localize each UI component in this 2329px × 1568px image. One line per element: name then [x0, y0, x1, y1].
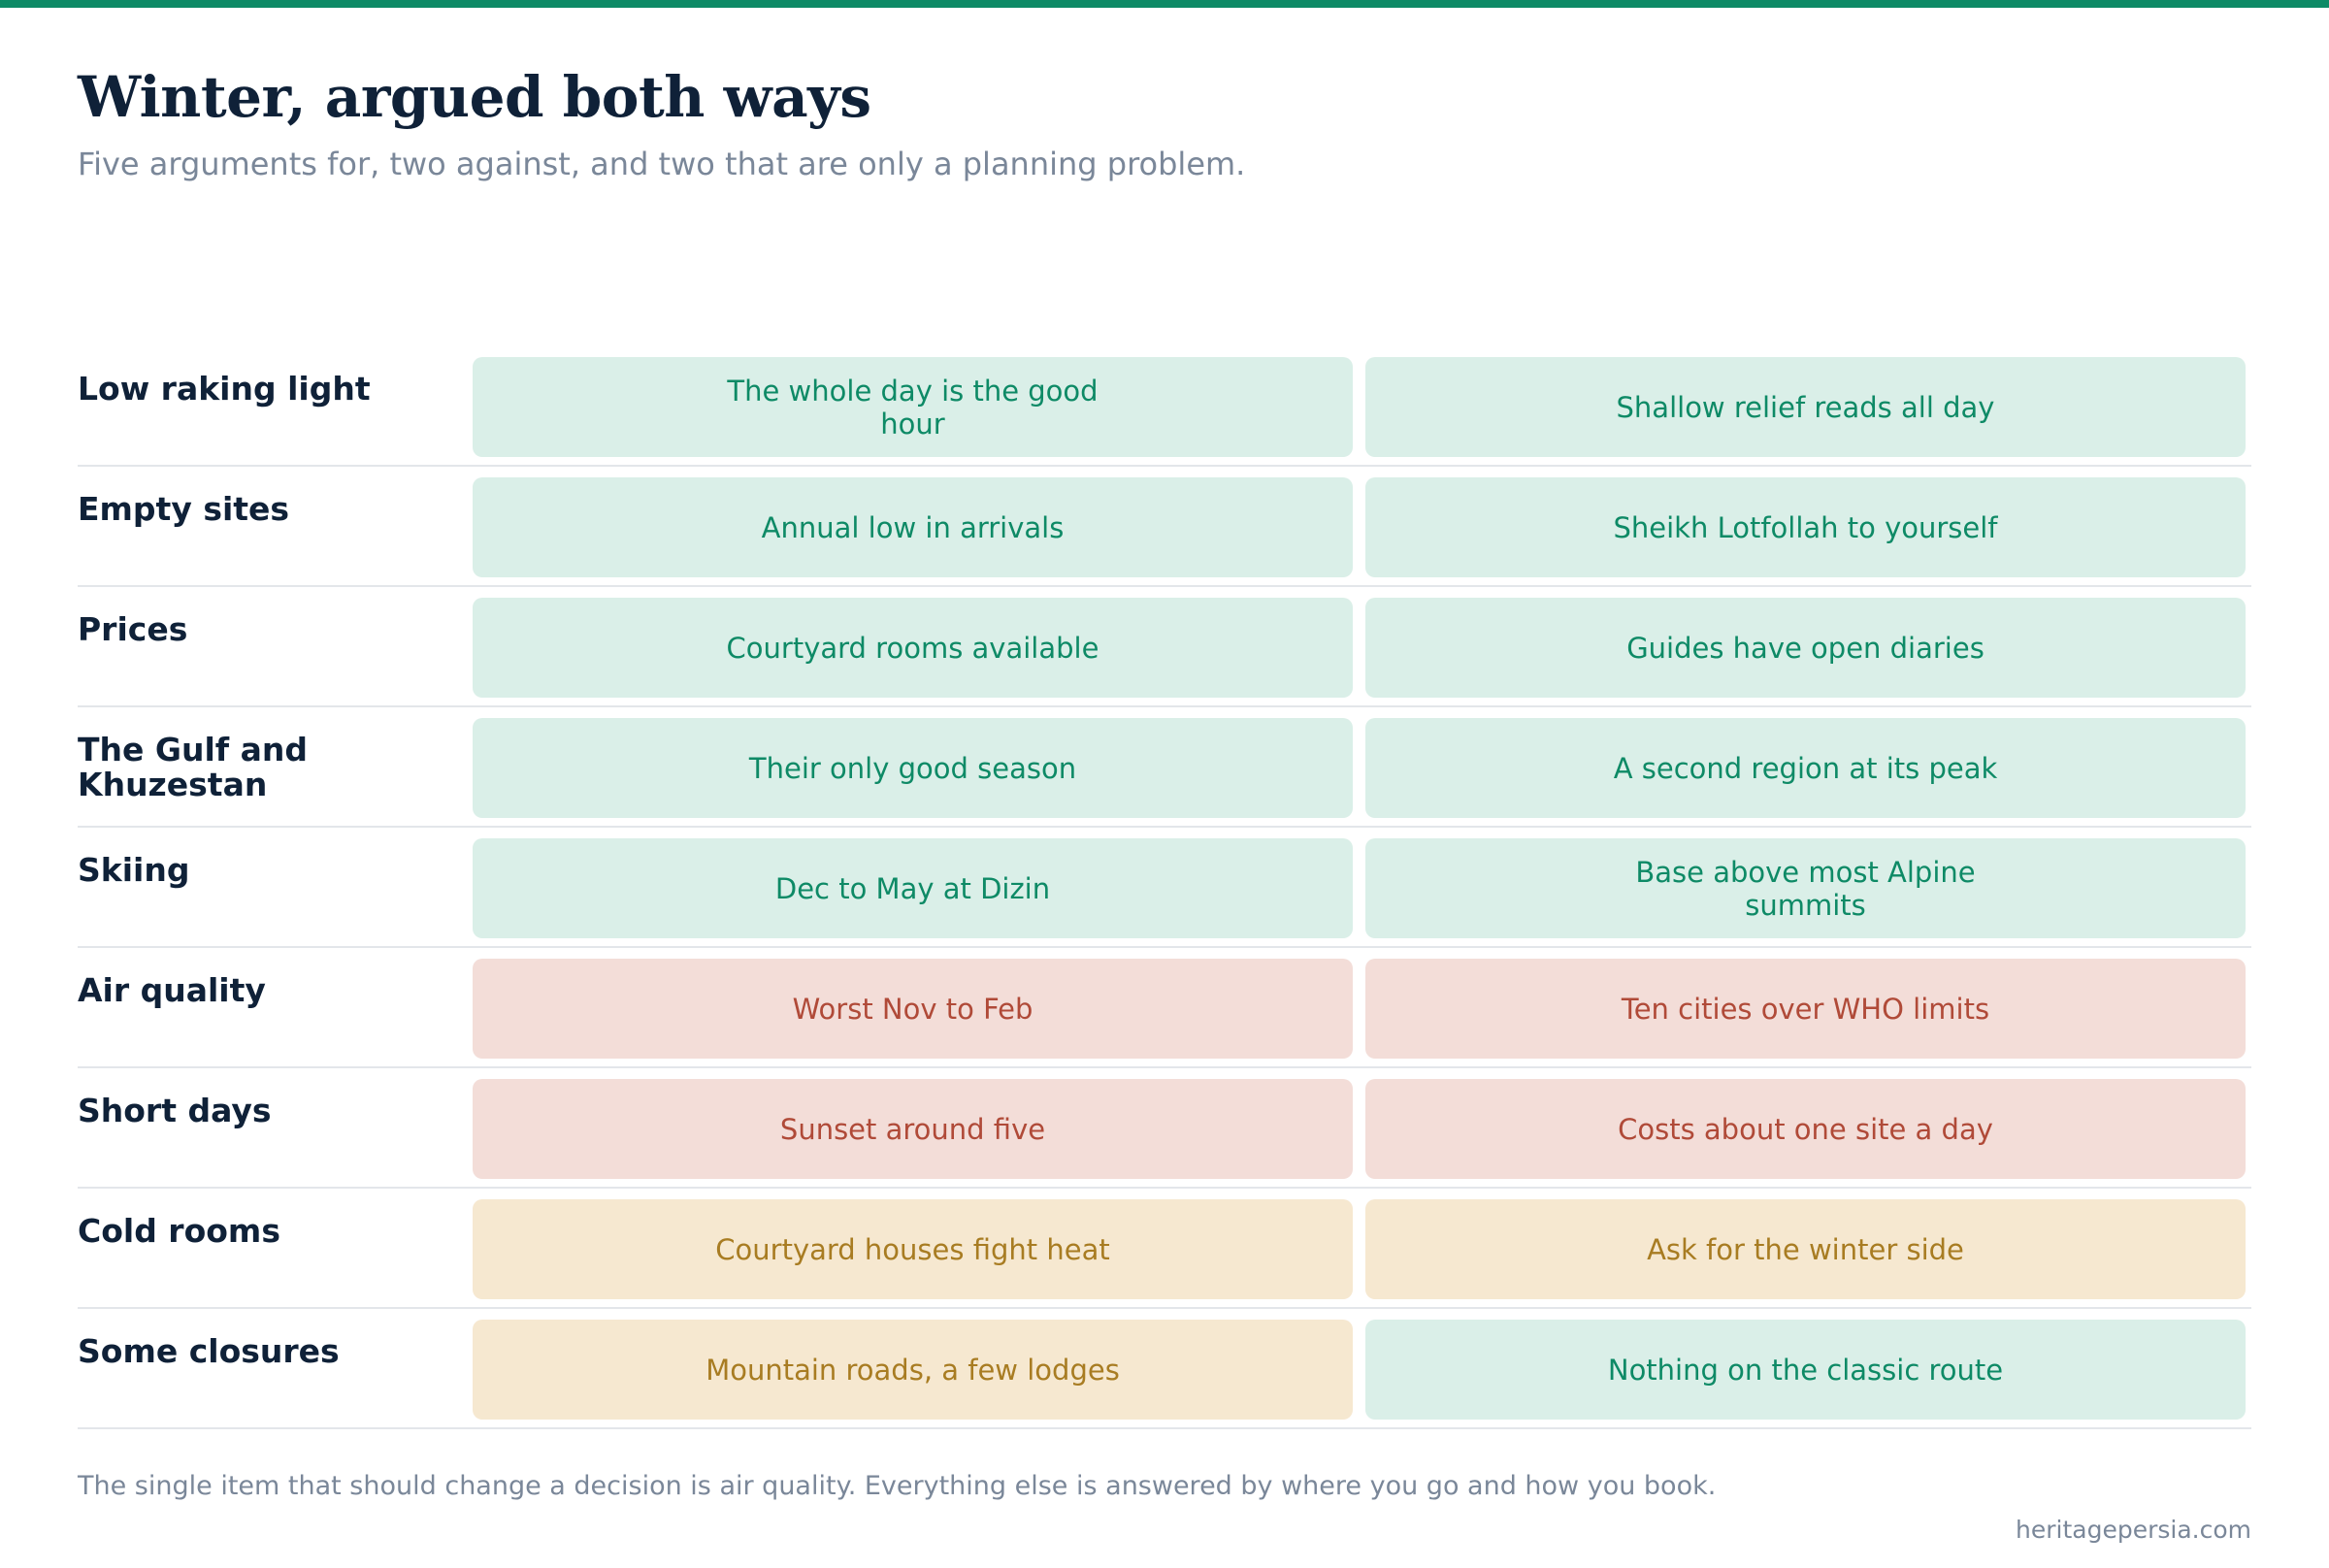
- table-row: Cold rooms Courtyard houses fight heat A…: [78, 1189, 2251, 1309]
- table-row: The Gulf and Khuzestan Their only good s…: [78, 707, 2251, 828]
- row-label: Short days: [78, 1092, 272, 1129]
- table-row: Skiing Dec to May at Dizin Base above mo…: [78, 828, 2251, 948]
- row-label: Low raking light: [78, 370, 371, 408]
- row-label: Air quality: [78, 971, 266, 1009]
- argument-cell: Base above most Alpine summits: [1365, 838, 2246, 938]
- row-label: The Gulf and Khuzestan: [78, 731, 308, 803]
- argument-cell: Mountain roads, a few lodges: [473, 1320, 1353, 1420]
- row-label: Prices: [78, 610, 188, 648]
- argument-cell: The whole day is the good hour: [473, 357, 1353, 457]
- argument-cell: Dec to May at Dizin: [473, 838, 1353, 938]
- argument-cell: Courtyard rooms available: [473, 598, 1353, 698]
- argument-cell: Worst Nov to Feb: [473, 959, 1353, 1059]
- row-label: Cold rooms: [78, 1212, 280, 1250]
- argument-cell: A second region at its peak: [1365, 718, 2246, 818]
- row-label: Skiing: [78, 851, 190, 889]
- comparison-table: Low raking light The whole day is the go…: [78, 346, 2251, 1429]
- argument-cell: Ten cities over WHO limits: [1365, 959, 2246, 1059]
- argument-cell: Sunset around five: [473, 1079, 1353, 1179]
- table-row: Low raking light The whole day is the go…: [78, 346, 2251, 467]
- row-label: Empty sites: [78, 490, 290, 528]
- argument-cell: Nothing on the classic route: [1365, 1320, 2246, 1420]
- argument-cell: Sheikh Lotfollah to yourself: [1365, 477, 2246, 577]
- table-row: Prices Courtyard rooms available Guides …: [78, 587, 2251, 707]
- argument-cell: Annual low in arrivals: [473, 477, 1353, 577]
- source-credit: heritagepersia.com: [2016, 1516, 2251, 1544]
- row-label: Some closures: [78, 1332, 340, 1370]
- argument-cell: Shallow relief reads all day: [1365, 357, 2246, 457]
- table-row: Air quality Worst Nov to Feb Ten cities …: [78, 948, 2251, 1068]
- table-row: Empty sites Annual low in arrivals Sheik…: [78, 467, 2251, 587]
- footnote: The single item that should change a dec…: [78, 1471, 1717, 1501]
- argument-cell: Guides have open diaries: [1365, 598, 2246, 698]
- argument-cell: Ask for the winter side: [1365, 1199, 2246, 1299]
- argument-cell: Costs about one site a day: [1365, 1079, 2246, 1179]
- page-title: Winter, argued both ways: [78, 64, 871, 130]
- top-accent-bar: [0, 0, 2329, 8]
- table-row: Short days Sunset around five Costs abou…: [78, 1068, 2251, 1189]
- argument-cell: Courtyard houses fight heat: [473, 1199, 1353, 1299]
- table-row: Some closures Mountain roads, a few lodg…: [78, 1309, 2251, 1429]
- page-subtitle: Five arguments for, two against, and two…: [78, 146, 1246, 182]
- argument-cell: Their only good season: [473, 718, 1353, 818]
